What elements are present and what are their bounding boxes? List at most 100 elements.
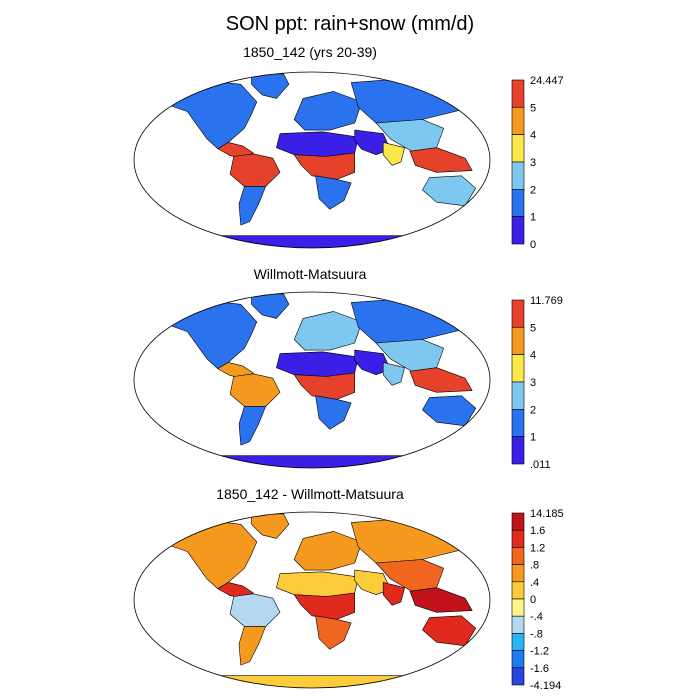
panel-1-title: 1850_142 (yrs 20-39)	[243, 44, 377, 60]
region-southern-south-america	[238, 406, 267, 446]
colorbar-swatch	[511, 107, 525, 135]
colorbar-label: 5	[530, 102, 536, 114]
colorbar-swatch	[511, 216, 525, 245]
colorbar-label: 4	[530, 350, 536, 362]
region-southeast-asia	[409, 367, 473, 393]
colorbar-label: 1	[530, 432, 536, 444]
colorbar-label: 3	[530, 157, 536, 169]
region-central-africa	[293, 592, 356, 620]
region-north-america	[151, 300, 258, 369]
colorbar-swatch	[511, 134, 525, 163]
colorbar-label: -.8	[530, 628, 543, 640]
region-siberia	[350, 77, 473, 124]
region-southern-africa	[315, 615, 352, 650]
colorbar-label: -1.6	[530, 663, 549, 675]
colorbar-swatch	[511, 615, 525, 634]
colorbar-swatch	[511, 381, 525, 410]
region-south-asia	[382, 142, 405, 166]
region-amazon	[229, 153, 281, 187]
region-south-asia	[382, 362, 405, 386]
region-europe	[293, 91, 363, 131]
colorbar-label: 0	[530, 594, 536, 606]
region-greenland	[251, 73, 290, 99]
colorbar-1: 24.447 5 4 3 2 1 0	[511, 75, 564, 251]
colorbar-label: 0	[530, 239, 536, 251]
colorbar-label: 1.6	[530, 525, 545, 537]
colorbar-3: 14.185 1.6 1.2 .8 .4 0 -.4 -.8 -1.2 -1.6 -4.194	[511, 508, 564, 692]
colorbar-swatch	[511, 436, 525, 465]
colorbar-swatch	[511, 512, 525, 531]
colorbar-swatch	[511, 547, 525, 565]
colorbar-swatch	[511, 650, 525, 669]
colorbar-swatch	[511, 581, 525, 600]
colorbar-label: 5	[530, 322, 536, 334]
region-north-america	[151, 520, 258, 589]
region-middle-east	[354, 129, 391, 155]
colorbar-label: 2	[530, 404, 536, 416]
colorbar-label: 11.769	[530, 295, 563, 307]
colorbar-label: 24.447	[530, 75, 564, 87]
colorbar-swatch	[511, 598, 525, 617]
panel-2-title: Willmott-Matsuura	[253, 266, 367, 282]
region-amazon	[229, 593, 281, 627]
map-boundary	[133, 71, 491, 249]
region-greenland	[251, 293, 290, 319]
region-greenland	[251, 513, 290, 539]
region-middle-east	[354, 349, 391, 376]
colorbar-swatch	[511, 564, 525, 583]
map-panel-1	[133, 71, 491, 249]
region-europe	[293, 531, 363, 571]
region-southern-south-america	[238, 626, 267, 666]
colorbar-label: -1.2	[530, 646, 549, 658]
colorbar-2: 11.769 5 4 3 2 1 .011	[511, 295, 563, 471]
region-south-asia	[382, 582, 405, 606]
region-central-africa	[293, 152, 356, 180]
colorbar-swatch	[511, 79, 525, 108]
region-siberia	[350, 297, 473, 344]
colorbar-label: 1.2	[530, 542, 545, 554]
region-southern-africa	[315, 395, 352, 430]
region-north-america	[151, 80, 258, 149]
colorbar-swatch	[511, 299, 525, 328]
region-central-america	[217, 582, 254, 599]
region-southern-africa	[315, 175, 352, 210]
panel-3-title: 1850_142 - Willmott-Matsuura	[216, 486, 404, 502]
region-siberia	[350, 517, 473, 564]
colorbar-label: 1	[530, 212, 536, 224]
colorbar-swatch	[511, 189, 525, 217]
region-europe	[293, 311, 363, 351]
region-sahara	[276, 571, 359, 597]
colorbar-swatch	[511, 408, 525, 437]
colorbar-label: 14.185	[530, 508, 564, 520]
region-southeast-asia	[409, 587, 473, 613]
colorbar-swatch	[511, 161, 525, 190]
colorbar-swatch	[511, 326, 525, 355]
map-boundary	[133, 511, 491, 689]
colorbar-swatch	[511, 529, 525, 548]
region-southeast-asia	[409, 147, 473, 173]
region-central-america	[217, 362, 254, 379]
colorbar-label: 2	[530, 184, 536, 196]
figure-title: SON ppt: rain+snow (mm/d)	[225, 13, 475, 35]
region-amazon	[229, 373, 281, 407]
region-central-america	[217, 142, 254, 159]
colorbar-swatch	[511, 633, 525, 651]
colorbar-label: -4.194	[530, 680, 561, 692]
region-sahara	[276, 131, 359, 157]
colorbar-label: .4	[530, 577, 539, 589]
map-panel-3	[133, 511, 491, 689]
colorbar-label: 4	[530, 130, 536, 142]
region-australia	[422, 615, 477, 647]
region-sahara	[276, 351, 359, 377]
colorbar-label: .8	[530, 560, 539, 572]
region-australia	[422, 395, 477, 427]
colorbar-swatch	[511, 667, 525, 686]
region-southern-south-america	[238, 186, 267, 226]
map-panel-2	[133, 291, 491, 469]
region-australia	[422, 175, 477, 207]
region-central-africa	[293, 372, 356, 400]
region-middle-east	[354, 569, 391, 596]
map-boundary	[133, 291, 491, 469]
colorbar-label: -.4	[530, 611, 543, 623]
